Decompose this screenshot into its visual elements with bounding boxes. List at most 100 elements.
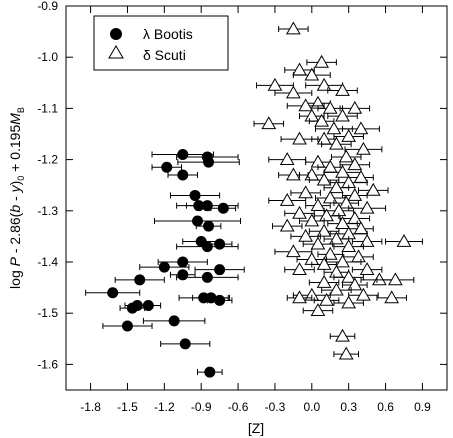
data-point-delta-scuti (286, 290, 313, 304)
marker-open-triangle (356, 287, 371, 301)
data-point-lambda-bootis (151, 161, 183, 173)
marker-open-triangle (335, 82, 350, 96)
marker-open-triangle (359, 262, 375, 276)
data-point-delta-scuti (302, 236, 334, 250)
x-axis-ticks: -1.8 -1.5 -1.2 -0.9 -0.6 -0.3 0.0 0.3 0.6 0.9 (80, 6, 431, 414)
marker-open-triangle (384, 290, 400, 304)
y-tick-label: -0.9 (37, 0, 58, 13)
y-tick-label: -1.1 (37, 101, 58, 115)
marker-open-triangle (292, 262, 307, 276)
marker-open-triangle (329, 264, 344, 278)
data-point-delta-scuti (333, 295, 364, 309)
y-axis-title: log P - 2.86(b - y)0 + 0.195MB (7, 107, 26, 289)
legend-box (93, 15, 229, 71)
marker-filled-circle (201, 200, 213, 212)
marker-filled-circle (179, 338, 191, 350)
marker-open-triangle (329, 282, 344, 296)
data-point-delta-scuti (339, 157, 371, 171)
data-point-delta-scuti (274, 244, 313, 258)
data-point-delta-scuti (284, 205, 315, 219)
marker-open-triangle (396, 234, 412, 247)
data-point-delta-scuti (253, 116, 285, 130)
marker-open-triangle (359, 234, 375, 247)
x-tick-label: -1.8 (80, 400, 101, 414)
x-tick-label: -0.3 (265, 400, 286, 414)
data-point-lambda-bootis (114, 274, 165, 286)
marker-open-triangle (338, 195, 354, 209)
marker-filled-circle (214, 264, 226, 276)
x-tick-label: -0.6 (228, 400, 249, 414)
marker-open-triangle (335, 216, 350, 229)
data-point-delta-scuti (284, 262, 315, 276)
data-point-lambda-bootis (169, 269, 196, 281)
marker-open-triangle (316, 77, 332, 91)
marker-open-triangle (310, 198, 326, 212)
data-point-delta-scuti (333, 195, 360, 209)
marker-open-triangle (372, 272, 387, 286)
marker-open-triangle (286, 167, 301, 181)
data-point-delta-scuti (278, 167, 309, 181)
data-point-delta-scuti (333, 346, 360, 360)
data-point-lambda-bootis (102, 320, 153, 332)
marker-open-triangle (335, 108, 350, 122)
marker-open-triangle (388, 272, 403, 286)
marker-open-triangle (347, 100, 363, 114)
data-point-delta-scuti (329, 328, 356, 342)
marker-open-triangle (292, 62, 307, 76)
marker-filled-circle (177, 169, 189, 181)
marker-open-triangle (267, 77, 283, 91)
marker-open-triangle (329, 180, 344, 194)
marker-open-triangle (322, 100, 338, 114)
x-tick-label: -0.9 (191, 400, 212, 414)
marker-open-triangle (279, 218, 295, 232)
data-point-delta-scuti (305, 198, 331, 212)
data-point-lambda-bootis (194, 264, 245, 276)
marker-open-triangle (292, 290, 307, 304)
data-points (85, 21, 423, 378)
marker-filled-circle (189, 189, 201, 201)
marker-open-triangle (319, 208, 334, 222)
marker-open-triangle (341, 269, 357, 283)
x-tick-label: -1.2 (154, 400, 175, 414)
data-point-delta-scuti (348, 287, 379, 301)
marker-filled-circle (107, 287, 119, 299)
marker-open-triangle (365, 182, 381, 196)
data-point-delta-scuti (308, 223, 340, 237)
data-point-delta-scuti (268, 193, 307, 206)
marker-filled-circle (214, 238, 226, 250)
x-tick-label: 0.9 (414, 400, 431, 414)
marker-filled-circle (201, 271, 213, 283)
marker-open-triangle (261, 116, 277, 130)
data-point-delta-scuti (323, 231, 350, 245)
marker-open-triangle (304, 213, 320, 227)
data-point-delta-scuti (342, 121, 380, 135)
data-point-lambda-bootis (160, 338, 211, 350)
marker-filled-circle (142, 300, 154, 312)
marker-open-triangle (335, 164, 350, 178)
y-tick-label: -1.2 (37, 153, 58, 167)
data-point-delta-scuti (292, 67, 331, 81)
legend-label-delta-scuti: δ Scuti (143, 47, 186, 63)
marker-open-triangle (279, 152, 295, 165)
data-point-delta-scuti (344, 141, 383, 155)
marker-open-triangle (335, 328, 350, 342)
marker-open-triangle (292, 131, 307, 145)
legend-marker-lambda-bootis (110, 28, 122, 40)
marker-open-triangle (347, 157, 363, 171)
data-point-delta-scuti (376, 290, 407, 304)
legend: λ Bootis δ Scuti (93, 15, 229, 71)
marker-filled-circle (168, 315, 180, 327)
marker-filled-circle (203, 156, 215, 168)
data-point-delta-scuti (348, 200, 387, 214)
marker-open-triangle (298, 185, 314, 199)
marker-open-triangle (359, 200, 375, 214)
marker-open-triangle (322, 246, 338, 260)
data-point-delta-scuti (342, 277, 368, 291)
data-point-delta-scuti (358, 182, 389, 196)
data-point-delta-scuti (342, 187, 368, 201)
marker-open-triangle (316, 131, 332, 145)
data-point-lambda-bootis (206, 294, 233, 306)
data-point-delta-scuti (305, 77, 344, 91)
data-point-delta-scuti (256, 77, 294, 91)
marker-open-triangle (341, 295, 357, 309)
